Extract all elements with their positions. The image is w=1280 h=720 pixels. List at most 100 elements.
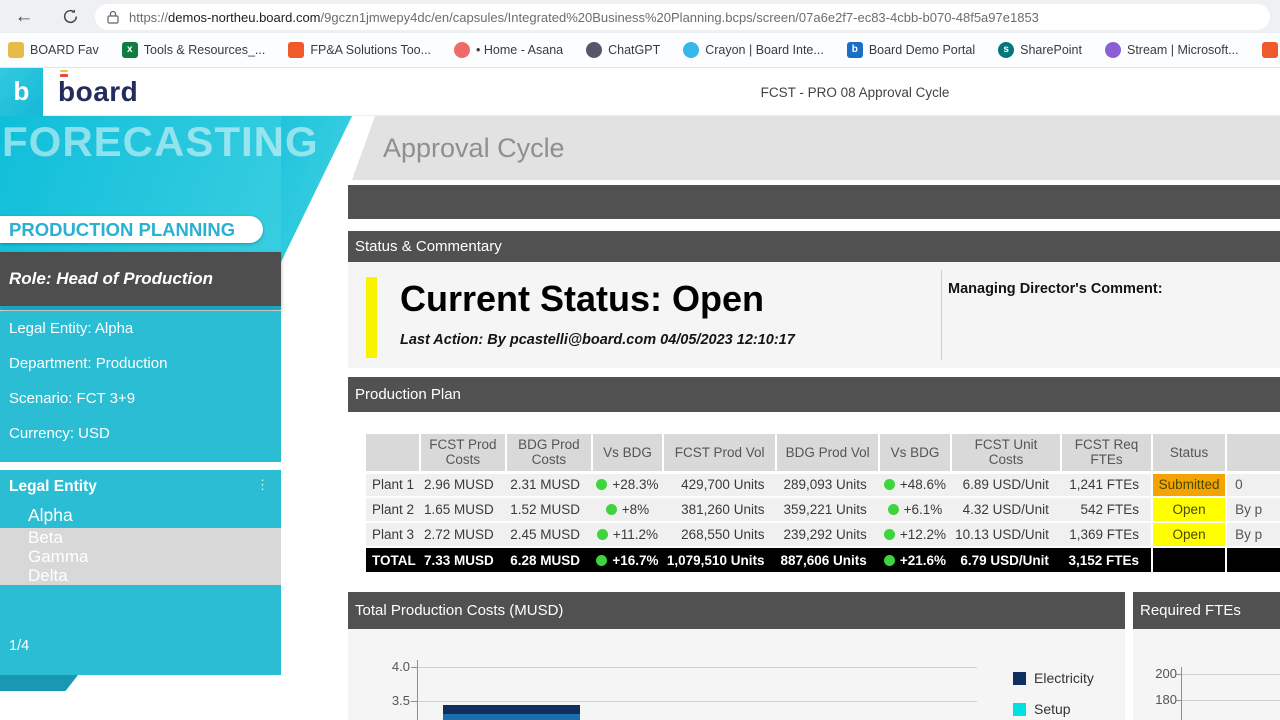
value-cell[interactable]: 887,606 Units — [776, 547, 879, 572]
variance-cell[interactable]: +6.1% — [878, 497, 952, 523]
y-tick-label: 200 — [1155, 666, 1177, 681]
filter-item[interactable]: Currency: USD — [9, 425, 110, 442]
empty-toolbar — [348, 185, 1280, 219]
value-cell[interactable]: 1.52 MUSD — [505, 497, 593, 523]
selector-item-gamma[interactable]: Gamma — [0, 547, 281, 566]
forecasting-watermark: FORECASTING — [2, 118, 319, 165]
column-header: BDG Prod Vol — [776, 434, 880, 474]
variance-cell[interactable]: +11.2% — [592, 522, 663, 548]
status-cell[interactable]: Submitted — [1151, 472, 1227, 498]
axis-tick — [411, 667, 417, 668]
column-header: FCST Prod Costs — [419, 434, 507, 474]
gridline — [417, 667, 977, 668]
address-bar[interactable]: https://demos-northeu.board.com/9gczn1jm… — [95, 4, 1270, 30]
value-cell[interactable]: 381,260 Units — [662, 497, 777, 523]
value-cell[interactable]: 7.33 MUSD — [419, 547, 506, 572]
legend-item: Electricity — [1013, 670, 1094, 686]
refresh-icon[interactable] — [58, 5, 82, 29]
variance-cell[interactable]: +21.6% — [878, 547, 952, 572]
value-cell[interactable]: 4.32 USD/Unit — [951, 497, 1061, 523]
value-cell[interactable]: 359,221 Units — [776, 497, 879, 523]
board-logo-icon[interactable]: b — [0, 68, 43, 116]
chart2-header: Required FTEs — [1133, 592, 1280, 629]
value-cell[interactable]: 3,152 FTEs — [1060, 547, 1153, 572]
bookmark-item[interactable]: • Home - Asana — [454, 42, 563, 58]
value-cell[interactable]: 6.28 MUSD — [505, 547, 593, 572]
bookmark-label: Tools & Resources_... — [143, 43, 266, 57]
filter-item[interactable]: Scenario: FCT 3+9 — [9, 390, 136, 407]
bookmark-item[interactable]: Crayon | Board Inte... — [683, 42, 824, 58]
selector-item-delta[interactable]: Delta — [0, 566, 281, 585]
value-cell[interactable]: 1,369 FTEs — [1060, 522, 1153, 548]
chart1-plot-area: 4.0 3.5 Electricity Setup — [348, 629, 1125, 720]
row-label[interactable]: Plant 2 — [366, 497, 420, 523]
axis-tick — [411, 701, 417, 702]
value-cell[interactable]: 6.89 USD/Unit — [951, 472, 1061, 498]
asana-icon — [454, 42, 471, 58]
value-cell[interactable]: 2.96 MUSD — [419, 472, 506, 498]
table-row: TOTAL 7.33 MUSD 6.28 MUSD +16.7% 1,079,510 U… — [366, 547, 1280, 572]
column-header: FCST Unit Costs — [951, 434, 1062, 474]
value-cell[interactable]: 2.45 MUSD — [505, 522, 593, 548]
bookmark-item[interactable]: s SharePoint — [998, 42, 1082, 58]
value-cell[interactable]: 1,079,510 Units — [662, 547, 777, 572]
green-status-dot — [883, 529, 895, 540]
column-header: FCST Prod Vol — [662, 434, 778, 474]
table-row: Plant 2 1.65 MUSD 1.52 MUSD +8% 381,260 Unit… — [366, 497, 1280, 523]
comment-cell[interactable] — [1225, 547, 1280, 572]
back-icon[interactable]: ← — [14, 6, 34, 27]
filter-item[interactable]: Legal Entity: Alpha — [9, 320, 134, 337]
variance-cell[interactable]: +48.6% — [878, 472, 952, 498]
bar-segment[interactable] — [443, 714, 580, 720]
bar-segment-electricity[interactable] — [443, 705, 580, 714]
bookmark-label: Crayon | Board Inte... — [705, 43, 824, 57]
comment-cell[interactable]: 0 — [1225, 472, 1280, 498]
value-cell[interactable]: 429,700 Units — [662, 472, 777, 498]
green-status-dot — [883, 479, 895, 491]
axis-tick — [1175, 700, 1181, 701]
production-plan-table: FCST Prod Costs BDG Prod Costs Vs BDG FCST … — [366, 434, 1280, 575]
bookmark-label: • Home - Asana — [476, 43, 564, 57]
value-cell[interactable]: 2.31 MUSD — [505, 472, 593, 498]
value-cell[interactable]: 1.65 MUSD — [419, 497, 506, 523]
status-cell[interactable]: Open — [1151, 522, 1227, 548]
selector-item-beta[interactable]: Beta — [0, 528, 281, 547]
crayon-icon — [683, 42, 700, 58]
bookmark-item[interactable]: Group Consolidati... — [1261, 42, 1280, 58]
value-cell[interactable]: 10.13 USD/Unit — [951, 522, 1061, 548]
production-plan-header: Production Plan — [348, 377, 1280, 412]
kebab-menu-icon[interactable]: ⋮ — [256, 477, 269, 492]
variance-cell[interactable]: +16.7% — [592, 547, 663, 572]
bookmark-item[interactable]: BOARD Fav — [8, 42, 99, 58]
value-cell[interactable]: 2.72 MUSD — [419, 522, 506, 548]
green-status-dot — [605, 504, 617, 515]
value-cell[interactable]: 1,241 FTEs — [1060, 472, 1153, 498]
filter-item[interactable]: Department: Production — [9, 355, 168, 372]
variance-cell[interactable]: +12.2% — [878, 522, 952, 548]
value-cell[interactable]: 289,093 Units — [776, 472, 879, 498]
status-cell[interactable]: Open — [1151, 497, 1227, 523]
table-row: Plant 1 2.96 MUSD 2.31 MUSD +28.3% 429,700 U… — [366, 472, 1280, 498]
bookmark-item[interactable]: b Board Demo Portal — [846, 42, 975, 58]
last-action-text: Last Action: By pcastelli@board.com 04/0… — [400, 332, 795, 348]
bookmark-item[interactable]: ChatGPT — [586, 42, 660, 58]
row-label[interactable]: Plant 1 — [366, 472, 420, 498]
status-cell[interactable] — [1151, 547, 1227, 572]
variance-cell[interactable]: +8% — [592, 497, 663, 523]
value-cell[interactable]: 6.79 USD/Unit — [951, 547, 1061, 572]
selector-item-alpha[interactable]: Alpha — [28, 505, 73, 525]
value-cell[interactable]: 268,550 Units — [662, 522, 777, 548]
variance-cell[interactable]: +28.3% — [592, 472, 663, 498]
column-header: BDG Prod Costs — [505, 434, 594, 474]
row-label[interactable]: Plant 3 — [366, 522, 420, 548]
bookmark-item[interactable]: x Tools & Resources_... — [121, 42, 266, 58]
comment-cell[interactable]: By p — [1225, 522, 1280, 548]
value-cell[interactable]: 542 FTEs — [1060, 497, 1153, 523]
board-app-icon — [288, 42, 305, 58]
board-b-icon: b — [846, 42, 863, 58]
bookmark-item[interactable]: Stream | Microsoft... — [1104, 42, 1239, 58]
value-cell[interactable]: 239,292 Units — [776, 522, 879, 548]
comment-cell[interactable]: By p — [1225, 497, 1280, 523]
bookmark-item[interactable]: FP&A Solutions Too... — [288, 42, 431, 58]
row-label[interactable]: TOTAL — [366, 547, 420, 572]
